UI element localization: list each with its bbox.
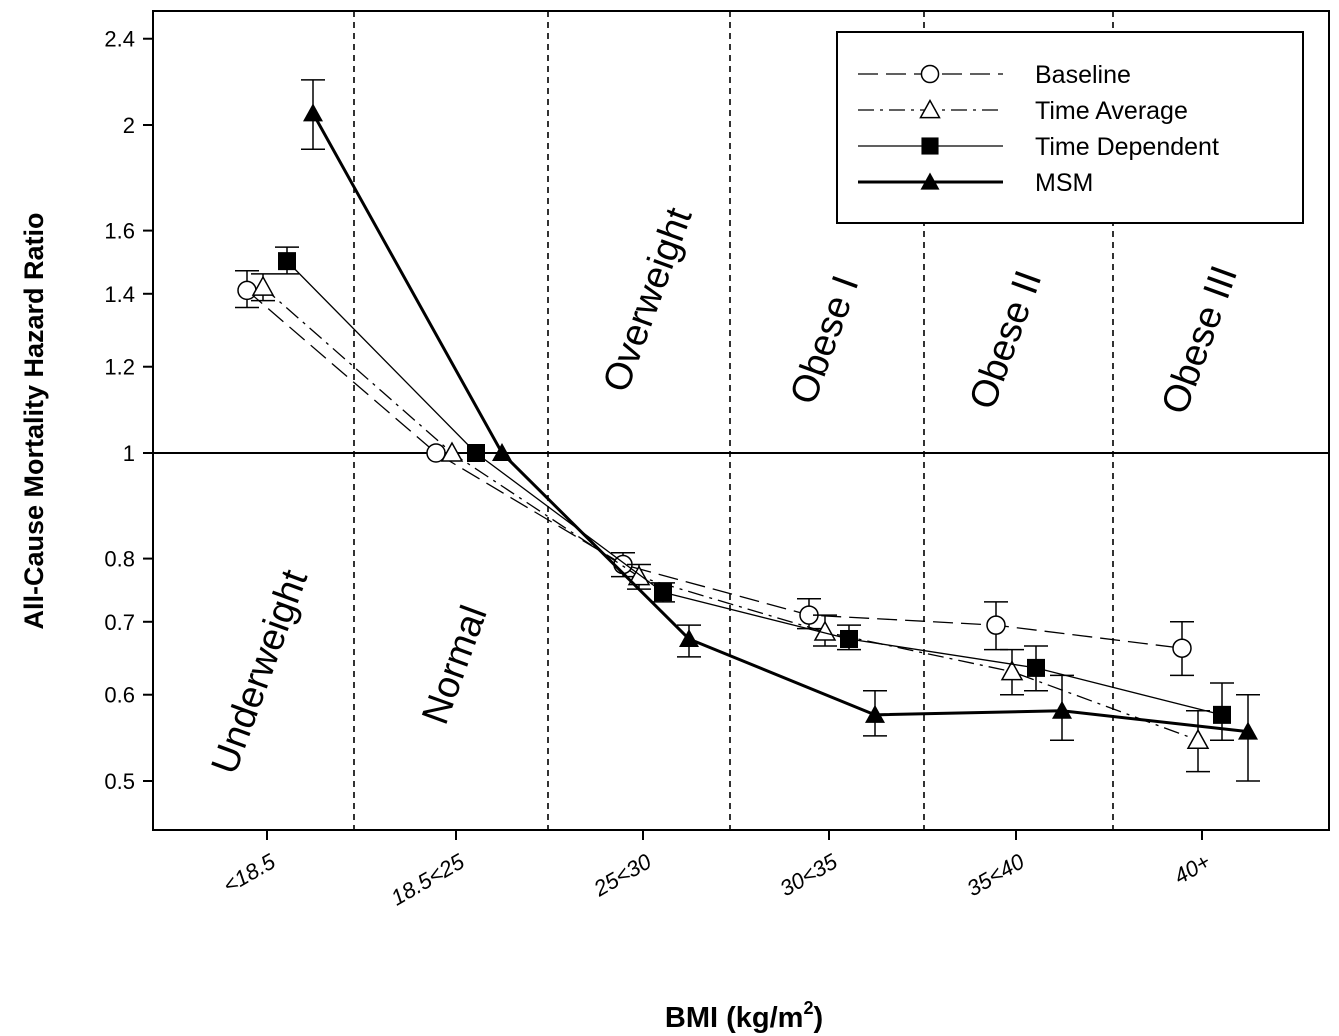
x-axis-title: BMI (kg/m2) <box>665 998 823 1034</box>
y-axis: 0.5 0.6 0.7 0.8 1 1.2 1.4 1.6 2 2.4 <box>104 27 153 794</box>
x-tick-label: 25<30 <box>589 848 657 901</box>
y-tick-label: 0.5 <box>104 769 135 794</box>
data-point <box>237 280 257 301</box>
legend-item: MSM <box>858 169 1093 197</box>
data-point <box>1186 728 1210 749</box>
series-line <box>286 260 1223 716</box>
data-point <box>919 98 941 119</box>
series-baseline <box>235 269 1194 677</box>
series-time-average <box>251 273 1210 773</box>
data-point <box>492 443 512 461</box>
legend: Baseline Time Average Time Dependent MSM <box>836 31 1304 224</box>
region-label: Obese II <box>962 265 1051 414</box>
legend-item: Baseline <box>858 61 1131 89</box>
legend-item: Time Dependent <box>858 133 1219 161</box>
x-tick-label: <18.5 <box>219 848 280 898</box>
y-tick-label: 1.6 <box>104 219 135 244</box>
region-label: Obese III <box>1154 260 1246 419</box>
legend-box <box>836 31 1304 224</box>
region-label: Overweight <box>595 202 700 397</box>
data-point <box>654 583 672 602</box>
y-tick-label: 0.7 <box>104 610 135 635</box>
data-point <box>920 172 940 190</box>
x-axis: <18.5 18.5<25 25<30 30<35 35<40 40+ <box>219 830 1215 910</box>
data-point <box>920 64 940 84</box>
legend-label: Time Average <box>1035 97 1188 125</box>
x-axis-title-sup: 2 <box>803 998 813 1018</box>
data-point <box>1172 638 1192 658</box>
x-axis-title-suffix: ) <box>813 1002 823 1034</box>
data-point <box>840 629 858 648</box>
data-point <box>426 443 446 463</box>
x-tick-label: 30<35 <box>775 848 842 901</box>
series-line <box>262 286 1199 741</box>
y-tick-label: 2 <box>123 113 135 138</box>
data-point <box>627 565 651 586</box>
data-point <box>679 628 699 647</box>
region-label: Underweight <box>204 564 317 779</box>
series-line <box>311 112 1249 734</box>
y-tick-label: 1.4 <box>104 282 135 307</box>
series-group <box>235 79 1260 782</box>
y-tick-label: 0.8 <box>104 547 135 572</box>
legend-label: Time Dependent <box>1035 133 1219 161</box>
data-point <box>865 704 885 723</box>
data-point <box>986 615 1006 635</box>
x-tick-label: 18.5<25 <box>387 848 470 910</box>
x-tick-label: 35<40 <box>962 848 1029 901</box>
data-point <box>1027 658 1045 677</box>
legend-label: Baseline <box>1035 61 1131 89</box>
y-tick-label: 1 <box>123 441 135 466</box>
data-point <box>1213 705 1231 724</box>
series-msm <box>301 79 1260 782</box>
data-point <box>251 275 275 296</box>
data-point <box>303 103 323 122</box>
series-line <box>246 289 1183 649</box>
region-labels: Underweight Normal Overweight Obese I Obese … <box>204 202 1246 779</box>
y-tick-label: 2.4 <box>104 27 135 52</box>
data-point <box>1052 700 1072 719</box>
x-axis-title-main: BMI (kg/m <box>665 1002 804 1034</box>
data-point <box>921 137 939 155</box>
plot-frame <box>152 10 1330 831</box>
data-point <box>813 620 837 641</box>
data-point <box>467 444 485 462</box>
y-tick-label: 1.2 <box>104 355 135 380</box>
legend-item: Time Average <box>858 97 1188 125</box>
y-axis-title: All-Cause Mortality Hazard Ratio <box>19 212 49 629</box>
data-point <box>1000 660 1024 681</box>
data-point <box>1238 721 1258 740</box>
y-tick-label: 0.6 <box>104 683 135 708</box>
legend-label: MSM <box>1035 169 1093 197</box>
region-label: Normal <box>414 600 495 729</box>
data-point <box>278 252 296 271</box>
data-point <box>440 441 464 462</box>
x-tick-label: 40+ <box>1170 849 1215 889</box>
region-label: Obese I <box>783 270 868 409</box>
